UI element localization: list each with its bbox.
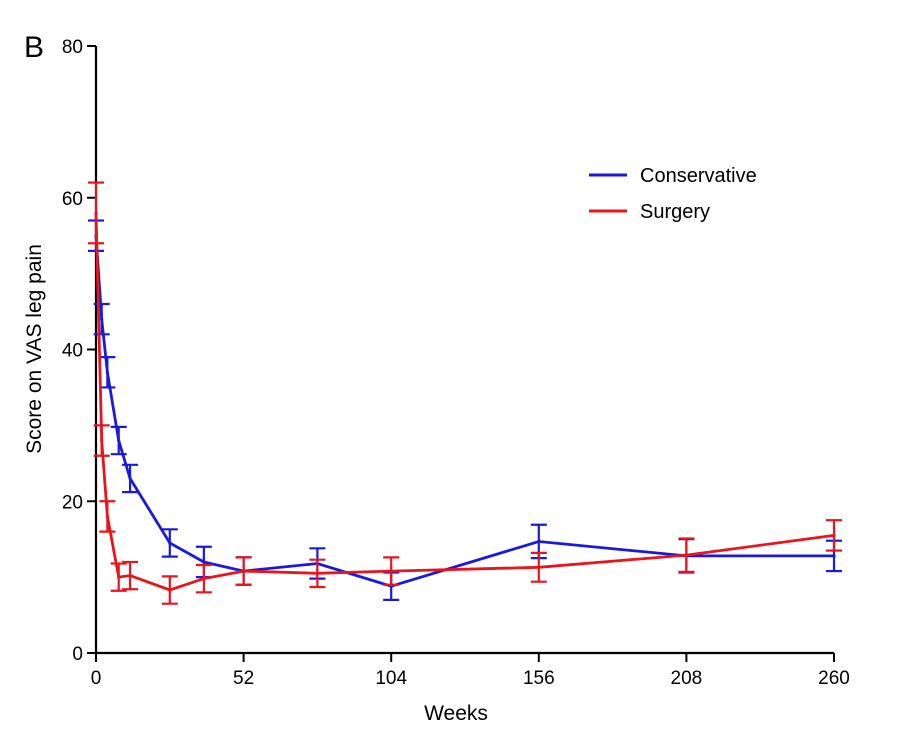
y-tick-label: 0: [72, 644, 83, 665]
data-point-surgery: [100, 438, 104, 443]
data-point-surgery: [128, 574, 132, 578]
x-tick-label: 52: [233, 668, 254, 689]
data-point-surgery: [242, 569, 246, 573]
y-tick-label: 80: [62, 37, 83, 58]
x-axis-title: Weeks: [424, 702, 488, 725]
legend-label-conservative: Conservative: [640, 165, 757, 187]
data-point-surgery: [832, 533, 836, 537]
data-point-conservative: [168, 541, 172, 545]
data-point-surgery: [105, 514, 109, 519]
series-line-conservative: [94, 235, 834, 588]
series-line-surgery: [94, 212, 835, 592]
series-conservative: [88, 219, 842, 601]
data-point-surgery: [168, 588, 172, 592]
series-surgery: [88, 181, 842, 605]
data-point-surgery: [117, 575, 121, 579]
data-point-conservative: [832, 554, 836, 558]
x-tick-label: 208: [671, 668, 703, 689]
x-tick-label: 156: [523, 668, 555, 689]
y-tick-label: 20: [62, 492, 83, 513]
data-point-surgery: [94, 211, 98, 215]
data-point-conservative: [537, 539, 541, 544]
data-point-surgery: [684, 553, 689, 557]
data-point-surgery: [202, 577, 206, 581]
data-point-conservative: [202, 560, 206, 564]
legend-label-surgery: Surgery: [640, 201, 710, 223]
data-point-surgery: [315, 571, 319, 575]
y-tick-label: 40: [62, 341, 83, 362]
y-ticks: 0 20 40 60 80: [62, 37, 96, 665]
x-tick-label: 104: [375, 668, 407, 689]
x-tick-label: 260: [818, 668, 850, 689]
data-point-conservative: [105, 370, 109, 374]
panel-label: B: [24, 31, 44, 64]
x-ticks: 0 52 104 156 208 260: [91, 653, 850, 689]
legend: Conservative Surgery: [589, 165, 757, 223]
x-tick-label: 0: [91, 668, 102, 689]
y-tick-label: 60: [62, 189, 83, 210]
data-point-conservative: [128, 476, 132, 481]
y-axis-title: Score on VAS leg pain: [23, 244, 46, 454]
data-point-conservative: [100, 317, 104, 321]
data-point-surgery: [537, 565, 541, 569]
plot-area: [88, 181, 842, 605]
data-point-conservative: [117, 438, 121, 443]
data-point-surgery: [389, 569, 393, 573]
